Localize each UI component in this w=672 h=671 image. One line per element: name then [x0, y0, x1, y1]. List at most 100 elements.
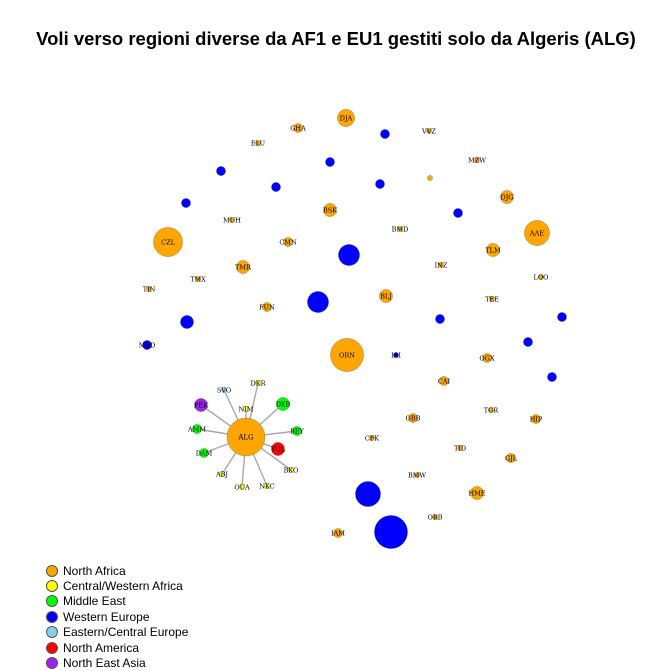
legend-item: Western Europe: [46, 609, 188, 624]
node-bmw-label: BMW: [408, 471, 426, 479]
node-unlabeled-9: [271, 182, 281, 192]
node-djg-label: DJG: [500, 193, 513, 201]
legend-label: North America: [63, 640, 140, 655]
node-dam: [199, 448, 209, 458]
node-oua-label: OUA: [234, 483, 250, 491]
node-svo: [221, 387, 227, 393]
nodes-layer: [142, 109, 567, 549]
node-mzw-label: MZW: [468, 156, 486, 164]
legend-swatch: [46, 564, 58, 577]
legend-label: Eastern/Central Europe: [63, 625, 189, 640]
node-bmw: [414, 472, 420, 478]
node-tid: [457, 445, 463, 451]
node-elu-label: ELU: [251, 139, 266, 147]
node-djg: [500, 190, 514, 204]
node-unlabeled-8: [216, 166, 226, 176]
node-bko-label: BKO: [284, 466, 299, 474]
node-bsk-label: BSK: [323, 206, 337, 214]
node-tee-label: TEE: [485, 295, 499, 303]
node-dja-label: DJA: [340, 114, 353, 122]
node-orn: [330, 338, 364, 372]
node-unlabeled-7: [427, 175, 433, 181]
node-hip-label: HIP: [530, 415, 543, 423]
node-muh: [229, 217, 235, 223]
node-gjl: [506, 453, 516, 463]
legend-item: North Africa: [46, 563, 188, 578]
node-pek-label: PEK: [194, 401, 208, 409]
legend-label: North Africa: [63, 563, 126, 578]
legend-swatch: [46, 610, 58, 623]
node-unlabeled-14: [453, 208, 463, 218]
node-unlabeled-2: [380, 129, 390, 139]
node-czl: [153, 227, 183, 257]
node-obb-label: OBB: [406, 414, 421, 422]
legend-label: North East Asia: [63, 656, 146, 671]
node-loo: [538, 274, 544, 280]
legend-item: North America: [46, 640, 188, 655]
node-unlabeled-21: [338, 244, 360, 266]
node-amm: [192, 424, 202, 434]
node-fun-label: FUN: [259, 303, 275, 311]
node-nim: [243, 406, 249, 412]
node-cai-label: CAI: [438, 377, 451, 385]
node-gha-label: GHA: [290, 124, 306, 132]
node-blj: [379, 289, 393, 303]
node-obb: [408, 413, 418, 423]
node-nkc: [264, 483, 270, 489]
node-orb: [432, 514, 438, 520]
legend-label: Central/Western Africa: [63, 579, 183, 594]
node-cfk: [369, 435, 375, 441]
node-loo-label: LOO: [534, 273, 549, 281]
node-svo-label: SVO: [217, 386, 231, 394]
node-orn-label: ORN: [339, 351, 355, 359]
node-nim-label: NIM: [239, 405, 254, 413]
node-mad-label: MAD: [139, 341, 156, 349]
node-cmn-label: CMN: [279, 238, 297, 246]
legend-swatch: [46, 657, 58, 670]
node-bmd: [397, 226, 403, 232]
node-tin-label: TIN: [143, 285, 156, 293]
node-hme-label: HME: [468, 489, 485, 497]
node-bey-label: BEY: [290, 427, 305, 435]
node-yul: [271, 442, 285, 456]
node-vvz: [426, 128, 432, 134]
node-tmr-label: TMR: [235, 263, 252, 271]
node-bsk: [323, 203, 337, 217]
node-ogx-label: OGX: [479, 354, 495, 362]
node-muh-label: MUH: [223, 216, 241, 224]
legend: North Africa Central/Western Africa Middle…: [46, 563, 188, 671]
node-inz: [438, 262, 444, 268]
node-dxb-label: DXB: [276, 400, 291, 408]
node-tee: [489, 296, 495, 302]
node-iam-label: IAM: [331, 529, 345, 537]
node-unlabeled-31: [435, 314, 445, 324]
node-gha: [293, 123, 303, 133]
node-unlabeled-33: [180, 315, 194, 329]
node-pek: [194, 398, 208, 412]
node-tin: [146, 286, 152, 292]
node-dam-label: DAM: [196, 449, 213, 457]
node-iai-label: IAI: [391, 351, 401, 359]
node-vvz-label: VVZ: [421, 127, 436, 135]
node-bko: [288, 467, 294, 473]
network-graph: SVO DKR PEK NIM DXB AMM BEY DAM YUL BKO ABJ OUA NKC A…: [139, 109, 567, 549]
node-czl-label: CZL: [161, 238, 175, 246]
legend-item: North East Asia: [46, 655, 188, 670]
node-iam: [333, 528, 343, 538]
node-fun: [262, 302, 272, 312]
legend-swatch: [46, 626, 58, 639]
node-amm-label: AMM: [187, 425, 206, 433]
node-cai: [439, 376, 449, 386]
node-dxb: [276, 397, 290, 411]
node-cfk-label: CFK: [365, 434, 379, 442]
node-tgr-label: TGR: [484, 406, 500, 414]
node-tid-label: TID: [454, 444, 466, 452]
legend-swatch: [46, 595, 58, 608]
node-unlabeled-12: [181, 198, 191, 208]
node-bmd-label: BMD: [392, 225, 409, 233]
node-gjl-label: GJL: [505, 454, 518, 462]
node-iai: [393, 352, 399, 358]
node-blj-label: BLJ: [380, 292, 392, 300]
node-nkc-label: NKC: [259, 482, 274, 490]
node-alg-hub-label: ALG: [237, 433, 254, 441]
